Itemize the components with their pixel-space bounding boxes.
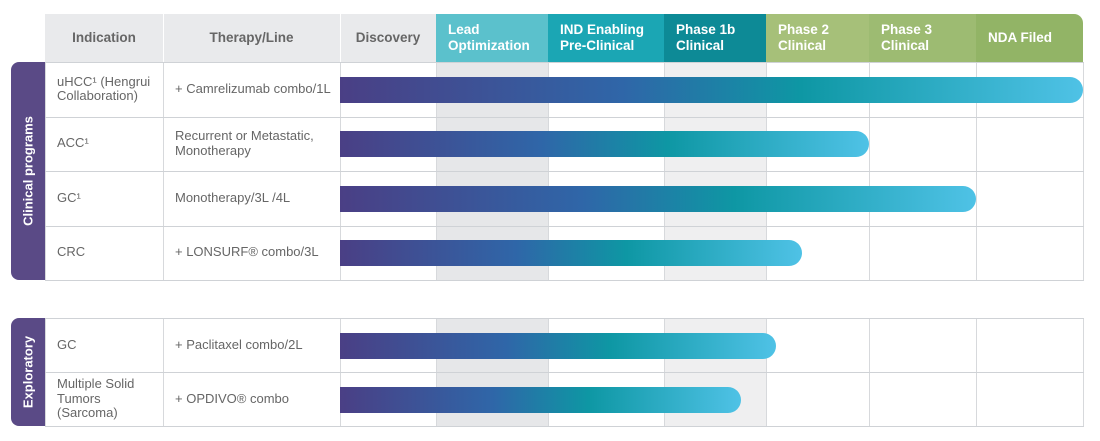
grid-hline xyxy=(45,280,1084,281)
indication-cell: CRC xyxy=(57,244,86,260)
header-stage-1: Lead Optimization xyxy=(436,14,548,62)
therapy-cell: + Paclitaxel combo/2L xyxy=(175,336,303,352)
header-stage-4: Phase 2 Clinical xyxy=(766,14,869,62)
header-indication: Indication xyxy=(45,14,163,62)
header-stage-6: NDA Filed xyxy=(976,14,1083,62)
indication-cell: ACC¹ xyxy=(57,135,89,151)
indication-cell: GC xyxy=(57,336,77,352)
indication-cell: Multiple Solid Tumors (Sarcoma) xyxy=(57,376,135,421)
grid-hline xyxy=(45,116,1084,118)
progress-bar xyxy=(340,332,777,359)
header-divider xyxy=(163,14,164,62)
header-divider xyxy=(340,14,341,62)
group-label-1: Exploratory xyxy=(11,318,45,426)
progress-bar xyxy=(340,386,741,413)
grid-hline xyxy=(45,426,1084,427)
grid-hline xyxy=(45,318,1084,319)
group-label-0: Clinical programs xyxy=(11,62,45,280)
grid-hline xyxy=(45,62,1084,63)
header-stage-3: Phase 1b Clinical xyxy=(664,14,766,62)
progress-bar xyxy=(340,131,869,158)
header-therapy-line: Therapy/Line xyxy=(163,14,340,62)
progress-bar xyxy=(340,185,976,212)
header-stage-2: IND Enabling Pre-Clinical xyxy=(548,14,664,62)
therapy-cell: + Camrelizumab combo/1L xyxy=(175,80,331,96)
progress-bar xyxy=(340,76,1083,103)
progress-bar xyxy=(340,240,803,267)
header-stage-0: Discovery xyxy=(340,14,436,62)
therapy-cell: Recurrent or Metastatic, Monotherapy xyxy=(175,128,314,158)
header-stage-5: Phase 3 Clinical xyxy=(869,14,976,62)
therapy-cell: + OPDIVO® combo xyxy=(175,390,289,406)
grid-hline xyxy=(45,372,1084,373)
grid-hline xyxy=(45,171,1084,172)
group-label-text: Exploratory xyxy=(20,335,36,409)
therapy-cell: + LONSURF® combo/3L xyxy=(175,244,319,260)
indication-cell: uHCC¹ (Hengrui Collaboration) xyxy=(57,73,151,104)
group-label-text: Clinical programs xyxy=(20,116,36,226)
therapy-cell: Monotherapy/3L /4L xyxy=(175,189,291,205)
indication-cell: GC¹ xyxy=(57,189,81,205)
grid-hline xyxy=(45,225,1084,227)
